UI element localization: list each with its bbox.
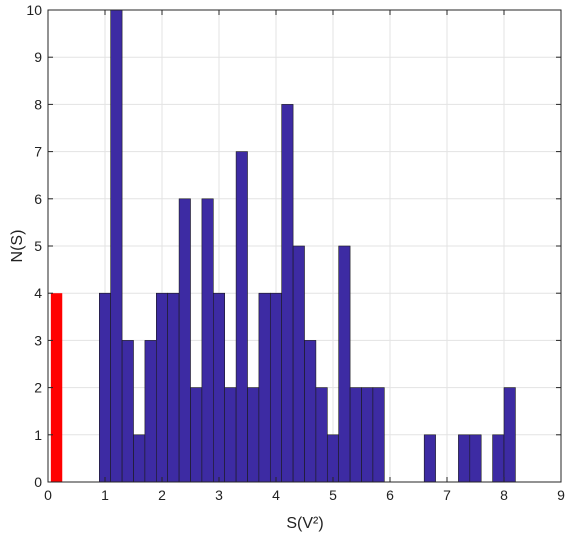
histogram-bar bbox=[224, 387, 237, 483]
histogram-bar bbox=[201, 198, 214, 483]
y-tick-label: 4 bbox=[34, 285, 42, 301]
y-tick-label: 7 bbox=[34, 144, 42, 160]
histogram-bar bbox=[304, 340, 317, 483]
histogram-bar bbox=[50, 293, 63, 482]
histogram-bar bbox=[281, 104, 294, 483]
histogram-bar bbox=[213, 292, 226, 483]
x-tick-label: 4 bbox=[272, 487, 280, 503]
histogram-bar bbox=[110, 9, 123, 483]
x-tick-label: 1 bbox=[101, 487, 109, 503]
y-tick-labels: 0 1 2 3 4 5 6 7 8 9 10 bbox=[26, 2, 42, 490]
histogram-bar bbox=[492, 434, 505, 483]
y-tick-label: 0 bbox=[34, 474, 42, 490]
y-tick-label: 8 bbox=[34, 96, 42, 112]
y-tick-label: 5 bbox=[34, 238, 42, 254]
x-tick-label: 2 bbox=[158, 487, 166, 503]
x-tick-label: 7 bbox=[443, 487, 451, 503]
histogram-bar bbox=[144, 340, 157, 483]
histogram-bar bbox=[99, 292, 112, 483]
histogram-bar bbox=[121, 340, 134, 483]
histogram-bar bbox=[372, 387, 385, 483]
histogram-bar bbox=[167, 292, 180, 483]
x-tick-label: 8 bbox=[500, 487, 508, 503]
histogram-bar bbox=[423, 434, 436, 483]
histogram-bar bbox=[178, 198, 191, 483]
y-tick-label: 3 bbox=[34, 332, 42, 348]
y-tick-label: 10 bbox=[26, 2, 42, 18]
histogram-bar bbox=[361, 387, 374, 483]
ticks bbox=[47, 9, 562, 483]
x-tick-label: 9 bbox=[557, 487, 565, 503]
histogram-bar bbox=[458, 434, 471, 483]
y-tick-label: 6 bbox=[34, 191, 42, 207]
histogram-bar bbox=[247, 387, 260, 483]
x-tick-label: 6 bbox=[386, 487, 394, 503]
y-tick-label: 2 bbox=[34, 380, 42, 396]
y-axis-label: N(S) bbox=[9, 230, 26, 263]
histogram-bar bbox=[269, 292, 282, 483]
x-tick-label: 5 bbox=[329, 487, 337, 503]
histogram-bar bbox=[326, 434, 339, 483]
x-tick-label: 3 bbox=[215, 487, 223, 503]
histogram-bar bbox=[349, 387, 362, 483]
histogram-bar bbox=[190, 387, 203, 483]
histogram-bar bbox=[338, 245, 351, 483]
x-tick-labels: 0 1 2 3 4 5 6 7 8 9 bbox=[44, 487, 565, 503]
x-axis-label: S(V²) bbox=[286, 515, 323, 532]
histogram-bar bbox=[469, 434, 482, 483]
y-tick-label: 1 bbox=[34, 427, 42, 443]
bars bbox=[50, 9, 516, 483]
histogram-bar bbox=[292, 245, 305, 483]
histogram-bar bbox=[156, 292, 169, 483]
histogram-bar bbox=[133, 434, 146, 483]
x-tick-label: 0 bbox=[44, 487, 52, 503]
histogram-bar bbox=[258, 292, 271, 483]
y-tick-label: 9 bbox=[34, 49, 42, 65]
histogram-bar bbox=[315, 387, 328, 483]
histogram-bar bbox=[235, 151, 248, 483]
histogram-bar bbox=[503, 387, 516, 483]
